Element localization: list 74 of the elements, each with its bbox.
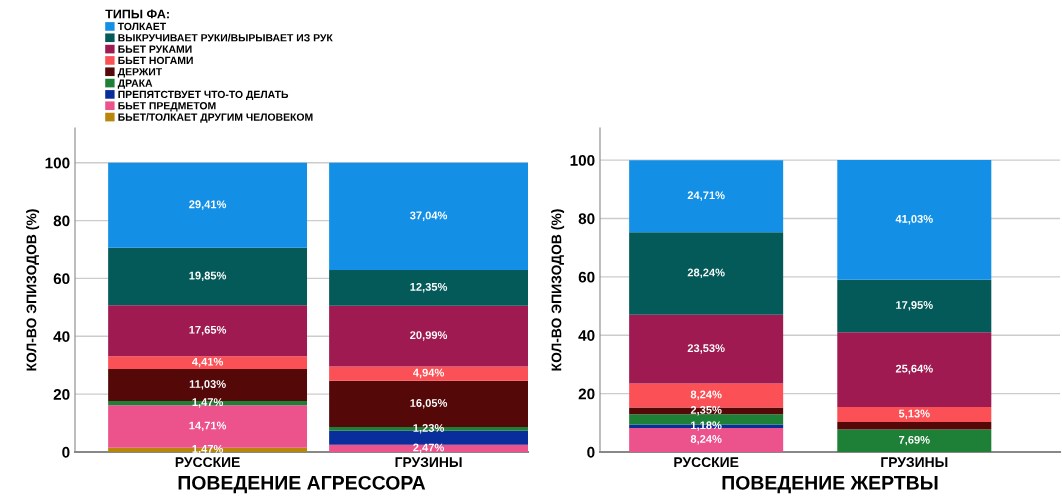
legend-label: ПРЕПЯТСТВУЕТ ЧТО-ТО ДЕЛАТЬ xyxy=(118,90,289,101)
bar xyxy=(108,247,308,306)
data-label: 4,41% xyxy=(192,357,224,368)
x-tick-label: РУССКИЕ xyxy=(175,457,240,468)
bar xyxy=(329,444,528,452)
y-tick-label: 0 xyxy=(587,446,595,458)
bar xyxy=(629,383,784,408)
legend-label: БЬЕТ/ТОЛКАЕТ ДРУГИМ ЧЕЛОВЕКОМ xyxy=(118,113,313,123)
legend-title: ТИПЫ ФА: xyxy=(105,9,169,19)
x-tick-label: РУССКИЕ xyxy=(674,457,739,468)
data-label: 1,23% xyxy=(413,424,445,434)
data-label: 2,35% xyxy=(690,405,722,416)
legend-label: БЬЕТ ПРЕДМЕТОМ xyxy=(118,102,216,112)
x-tick-label: ГРУЗИНЫ xyxy=(881,457,948,468)
data-label: 5,13% xyxy=(898,409,930,420)
data-label: 14,71% xyxy=(189,421,227,432)
data-label: 20,99% xyxy=(410,331,448,341)
bar xyxy=(837,159,992,280)
y-tick-label: 60 xyxy=(578,271,595,283)
data-label: 4,94% xyxy=(412,368,445,379)
y-tick-label: 80 xyxy=(578,213,595,225)
data-label: 25,64% xyxy=(895,364,933,375)
legend-label: ТОЛКАЕТ xyxy=(117,22,167,31)
y-axis-title: КОЛ-ВО ЭПИЗОДОВ (%) xyxy=(26,209,40,371)
bar xyxy=(837,406,992,422)
data-label: 8,24% xyxy=(690,390,722,400)
x-axis-title: ПОВЕДЕНИЕ АГРЕССОРА xyxy=(178,475,426,494)
bar xyxy=(108,305,308,357)
y-tick-label: 40 xyxy=(53,331,70,342)
data-label: 8,24% xyxy=(690,435,722,445)
y-tick-label: 0 xyxy=(62,446,70,458)
data-label: 12,35% xyxy=(410,282,448,293)
legend-label: БЬЕТ НОГАМИ xyxy=(118,56,193,65)
data-label: 41,03% xyxy=(895,214,933,225)
y-axis-title: КОЛ-ВО ЭПИЗОДОВ (%) xyxy=(551,209,565,371)
data-label: 24,71% xyxy=(687,191,725,201)
data-label: 23,53% xyxy=(687,344,725,354)
bar xyxy=(329,366,528,381)
bar xyxy=(108,162,308,248)
data-label: 19,85% xyxy=(189,271,227,282)
data-label: 29,41% xyxy=(189,200,227,210)
y-tick-label: 20 xyxy=(53,389,70,400)
legend-label: ВЫКРУЧИВАЕТ РУКИ/ВЫРЫВАЕТ ИЗ РУК xyxy=(118,33,333,42)
data-label: 37,04% xyxy=(409,211,448,221)
bar xyxy=(629,407,784,415)
x-axis-title: ПОВЕДЕНИЕ ЖЕРТВЫ xyxy=(722,475,938,494)
legend-label: БЬЕТ РУКАМИ xyxy=(118,45,192,53)
data-label: 17,95% xyxy=(896,301,933,311)
bar xyxy=(629,314,784,384)
data-label: 28,24% xyxy=(687,268,725,279)
bar xyxy=(329,269,528,306)
legend-label: ДРАКА xyxy=(117,79,153,89)
x-tick-label: ГРУЗИНЫ xyxy=(395,457,462,468)
bar xyxy=(837,429,992,452)
bar xyxy=(837,332,992,407)
bar xyxy=(629,160,784,233)
y-tick-label: 100 xyxy=(570,154,595,166)
data-label: 17,65% xyxy=(189,325,227,336)
bar xyxy=(629,232,784,315)
data-label: 11,03% xyxy=(189,380,226,390)
bar xyxy=(837,279,992,333)
bar xyxy=(108,356,308,370)
data-label: 16,05% xyxy=(410,399,448,409)
y-tick-label: 40 xyxy=(578,330,595,341)
data-label: 7,69% xyxy=(899,435,930,446)
data-label: 2,47% xyxy=(413,443,445,454)
bar xyxy=(329,162,528,270)
bar xyxy=(329,305,528,367)
y-tick-label: 60 xyxy=(53,273,70,285)
bar xyxy=(837,421,992,430)
y-tick-label: 20 xyxy=(578,388,595,400)
y-tick-label: 100 xyxy=(45,157,70,169)
y-tick-label: 80 xyxy=(53,215,70,227)
legend-label: ДЕРЖИТ xyxy=(117,68,163,78)
